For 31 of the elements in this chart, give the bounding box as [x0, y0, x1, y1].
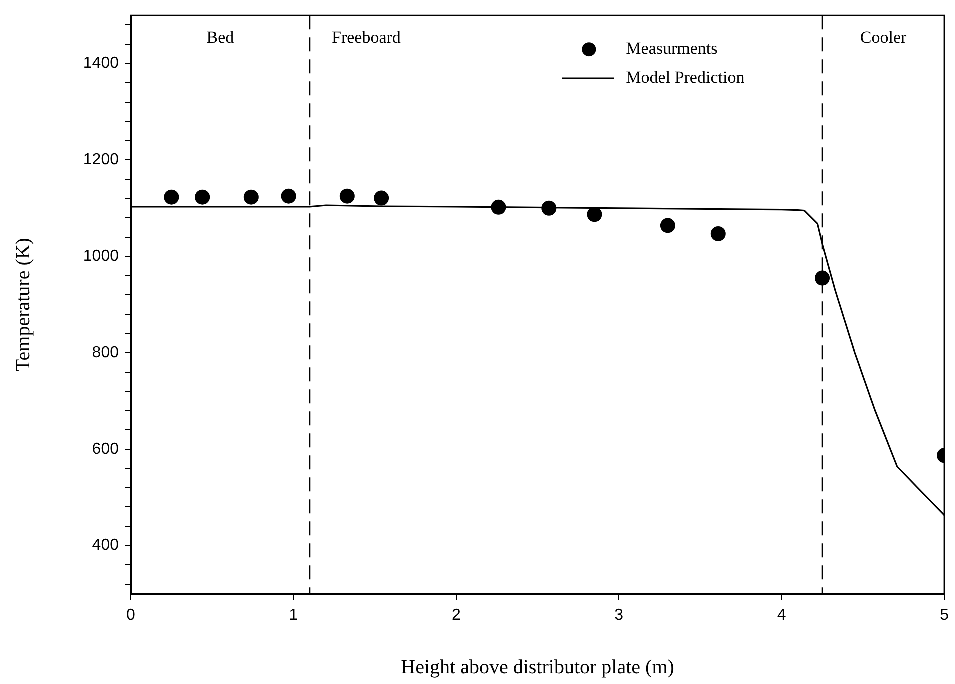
point [542, 200, 557, 216]
y-tick-label: 600 [92, 440, 120, 458]
x-tick-label: 4 [777, 607, 786, 624]
x-tick-label: 1 [289, 607, 298, 624]
point [244, 190, 259, 205]
point [815, 270, 830, 286]
point [164, 190, 180, 205]
y-tick-label: 400 [92, 537, 120, 554]
point [710, 226, 726, 242]
point [491, 200, 506, 215]
y-tick-label: 1400 [83, 55, 120, 72]
annotation: Bed [206, 28, 235, 48]
y-tick-label: 1200 [83, 152, 120, 169]
point [340, 188, 355, 204]
point [281, 188, 296, 204]
x-axis-title: Height above distributor plate (m) [401, 656, 674, 678]
point [195, 190, 210, 205]
y-tick-label: 1000 [83, 248, 120, 266]
point [660, 218, 676, 234]
legend-label: Measurments [626, 39, 718, 58]
y-tick-label: 800 [92, 344, 120, 362]
annotation: Cooler [860, 28, 907, 48]
x-tick-label: 0 [126, 607, 136, 624]
x-tick-label: 3 [614, 607, 624, 624]
x-tick-label: 2 [452, 607, 461, 624]
legend-label: Model Prediction [626, 68, 746, 88]
point [374, 190, 390, 206]
point [587, 207, 602, 222]
x-tick-label: 5 [940, 607, 950, 624]
annotation: Freeboard [332, 28, 402, 48]
y-axis-title: Temperature (K) [12, 238, 34, 372]
